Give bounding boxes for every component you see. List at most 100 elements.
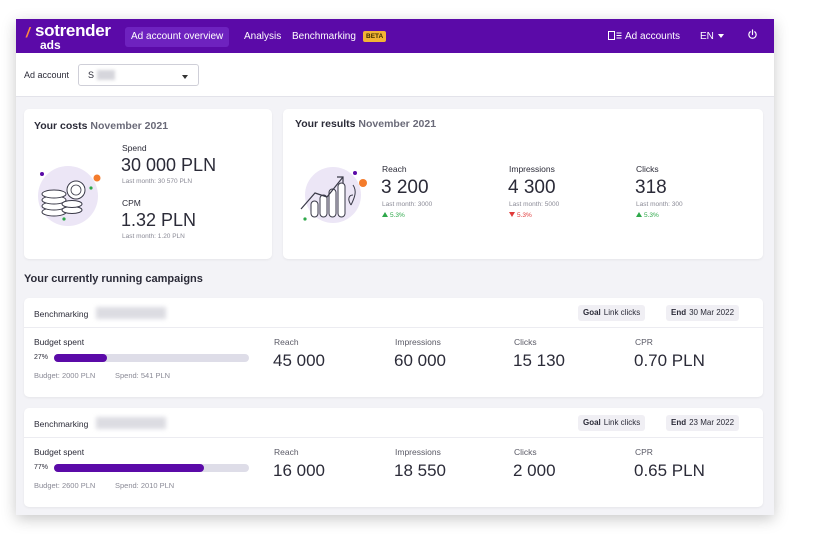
cpr-label: CPR [635, 447, 653, 457]
results-title: Your results November 2021 [295, 118, 436, 130]
language-label: EN [700, 31, 714, 42]
clicks-value: 2 000 [513, 461, 556, 480]
campaign-header: Benchmarking Goal Link clicks End 30 Mar 2… [24, 298, 763, 328]
cpr-value: 0.70 PLN [634, 351, 705, 370]
reach-label: Reach [274, 337, 299, 347]
end-date-value: 30 Mar 2022 [689, 308, 735, 317]
budget-progress-fill [54, 354, 107, 362]
list-toggle-icon [608, 31, 622, 40]
reach-last-month: Last month: 3000 [382, 201, 433, 208]
campaign-card[interactable]: Benchmarking Goal Link clicks End 30 Mar 2… [24, 298, 763, 397]
ad-accounts-label: Ad accounts [625, 31, 681, 42]
goal-value: Link clicks [603, 418, 641, 427]
campaign-header: Benchmarking Goal Link clicks End 23 Mar 2… [24, 408, 763, 438]
costs-title-text: Your costs [34, 120, 88, 132]
cpr-value: 0.65 PLN [634, 461, 705, 480]
clicks-value: 15 130 [513, 351, 565, 370]
cpr-label: CPR [635, 337, 653, 347]
spend-amount: Spend: 2010 PLN [115, 481, 175, 490]
clicks-change-text: 5.3% [644, 212, 659, 219]
end-date-tag: End 30 Mar 2022 [666, 305, 740, 321]
reach-change-text: 5.3% [390, 212, 405, 219]
impressions-last-month: Last month: 5000 [509, 201, 560, 208]
campaign-name: Benchmarking [34, 309, 89, 319]
blurred-account-name [97, 70, 115, 80]
cpm-last-month: Last month: 1.20 PLN [122, 233, 185, 240]
logo-subtext: ads [40, 38, 61, 52]
arrow-up-icon [382, 212, 388, 217]
budget-percent: 27% [34, 354, 49, 361]
goal-tag: Goal Link clicks [578, 415, 646, 431]
reach-value: 45 000 [273, 351, 325, 370]
impressions-label: Impressions [509, 164, 555, 174]
clicks-change: 5.3% [636, 212, 659, 219]
nav-ad-account-overview[interactable]: Ad account overview [125, 27, 230, 47]
clicks-value: 318 [635, 177, 667, 198]
budget-progress-bar [54, 464, 249, 472]
end-label: End [671, 418, 687, 427]
budget-amount: Budget: 2600 PLN [34, 481, 96, 490]
beta-badge: BETA [363, 31, 387, 42]
spend-label: Spend [122, 143, 147, 153]
coins-illustration-icon [38, 166, 101, 226]
nav-benchmarking[interactable]: Benchmarking [292, 31, 356, 42]
ad-accounts-button[interactable]: Ad accounts [608, 27, 680, 47]
reach-change: 5.3% [382, 212, 405, 219]
goal-value: Link clicks [603, 308, 641, 317]
clicks-last-month: Last month: 300 [636, 201, 683, 208]
budget-spent-label: Budget spent [34, 447, 85, 457]
ad-account-label: Ad account [24, 70, 70, 80]
goal-label: Goal [583, 308, 601, 317]
spend-last-month: Last month: 30 570 PLN [122, 178, 193, 185]
blurred-campaign-name [96, 417, 166, 429]
growth-illustration-icon [300, 167, 367, 223]
reach-label: Reach [274, 447, 299, 457]
budget-amount: Budget: 2000 PLN [34, 371, 96, 380]
running-campaigns-title: Your currently running campaigns [24, 273, 203, 285]
budget-spent-label: Budget spent [34, 337, 85, 347]
filter-bar: Ad account S [16, 53, 774, 97]
cpm-label: CPM [122, 198, 141, 208]
power-icon[interactable] [747, 29, 758, 40]
results-period: November 2021 [358, 118, 437, 130]
impressions-value: 60 000 [394, 351, 446, 370]
clicks-label: Clicks [636, 164, 659, 174]
campaign-card[interactable]: Benchmarking Goal Link clicks End 23 Mar 2… [24, 408, 763, 507]
sotrender-logo[interactable]: / sotrender ads [22, 21, 122, 52]
impressions-change-text: 5.3% [517, 212, 532, 219]
arrow-up-icon [636, 212, 642, 217]
reach-value: 16 000 [273, 461, 325, 480]
budget-progress-fill [54, 464, 205, 472]
impressions-value: 4 300 [508, 177, 556, 198]
impressions-change: 5.3% [509, 212, 532, 219]
results-title-text: Your results [295, 118, 356, 130]
budget-percent: 77% [34, 464, 49, 471]
costs-period: November 2021 [90, 120, 169, 132]
goal-label: Goal [583, 418, 601, 427]
impressions-label: Impressions [395, 337, 441, 347]
campaign-name: Benchmarking [34, 419, 89, 429]
reach-value: 3 200 [381, 177, 429, 198]
results-card: Your results November 2021 Reach 3 200 L… [283, 109, 763, 259]
costs-card: Your costs November 2021 Spend 30 000 PL… [24, 109, 272, 259]
nav-analysis[interactable]: Analysis [244, 31, 282, 42]
ad-account-value: S [88, 70, 95, 80]
reach-label: Reach [382, 164, 407, 174]
spend-value: 30 000 PLN [121, 155, 217, 175]
ad-account-select[interactable]: S [78, 64, 199, 86]
budget-progress-bar [54, 354, 249, 362]
clicks-label: Clicks [514, 447, 537, 457]
end-date-tag: End 23 Mar 2022 [666, 415, 740, 431]
logo-text: sotrender [35, 21, 111, 40]
spend-amount: Spend: 541 PLN [115, 371, 171, 380]
chevron-down-icon [717, 34, 724, 39]
blurred-campaign-name [96, 307, 166, 319]
language-selector[interactable]: EN [700, 27, 724, 47]
goal-tag: Goal Link clicks [578, 305, 646, 321]
costs-title: Your costs November 2021 [34, 120, 168, 132]
impressions-label: Impressions [395, 447, 441, 457]
arrow-down-icon [509, 212, 515, 217]
app-window: / sotrender ads Ad account overview Anal… [16, 19, 774, 515]
chevron-down-icon [182, 75, 188, 79]
logo-slash-icon: / [26, 24, 30, 40]
